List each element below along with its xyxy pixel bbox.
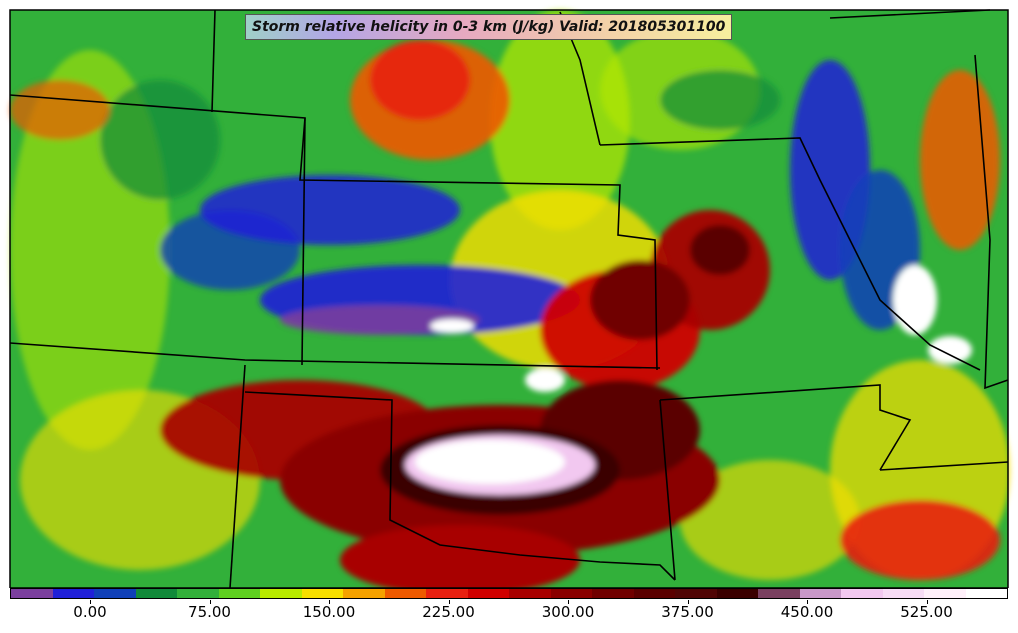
colorbar-tick (448, 600, 450, 604)
colorbar-segment (52, 589, 94, 598)
colorbar-segment (11, 589, 53, 598)
colorbar-tick (687, 600, 689, 604)
colorbar-segment (882, 589, 924, 598)
colorbar-tick-label: 450.00 (780, 603, 834, 621)
colorbar-tick-label: 225.00 (422, 603, 475, 621)
colorbar-segment (592, 589, 634, 598)
colorbar-segment (675, 589, 717, 598)
state-borders (9, 9, 1009, 588)
colorbar-tick (209, 600, 211, 604)
colorbar-segment (633, 589, 675, 598)
map-frame (9, 9, 1009, 588)
colorbar-tick-label: 375.00 (661, 603, 714, 621)
colorbar-segment (260, 589, 302, 598)
colorbar-segment (716, 589, 758, 598)
colorbar-tick-label: 75.00 (188, 603, 231, 621)
colorbar-segment (177, 589, 219, 598)
colorbar-segment (550, 589, 592, 598)
colorbar-tick (90, 600, 91, 604)
colorbar-tick (926, 600, 928, 604)
colorbar-segment (924, 589, 966, 598)
colorbar (10, 588, 1008, 599)
colorbar-tick (807, 600, 808, 604)
colorbar-tick (568, 600, 569, 604)
colorbar-segment (799, 589, 841, 598)
colorbar-segment (384, 589, 426, 598)
map-title: Storm relative helicity in 0-3 km (J/kg)… (245, 14, 733, 40)
colorbar-tick (329, 600, 330, 604)
colorbar-segment (965, 589, 1007, 598)
colorbar-segment (343, 589, 385, 598)
colorbar-segment (94, 589, 136, 598)
helicity-field (10, 10, 1010, 588)
colorbar-tick-label: 300.00 (541, 603, 595, 621)
colorbar-tick-label: 0.00 (73, 603, 107, 621)
colorbar-segment (135, 589, 177, 598)
colorbar-segment (509, 589, 551, 598)
colorbar-tick-label: 525.00 (900, 603, 953, 621)
colorbar-segment (426, 589, 468, 598)
helicity-map (9, 9, 1010, 588)
colorbar-segment (467, 589, 509, 598)
colorbar-segment (301, 589, 343, 598)
colorbar-segment (841, 589, 883, 598)
colorbar-segment (758, 589, 800, 598)
colorbar-tick-label: 150.00 (302, 603, 356, 621)
colorbar-segment (218, 589, 260, 598)
